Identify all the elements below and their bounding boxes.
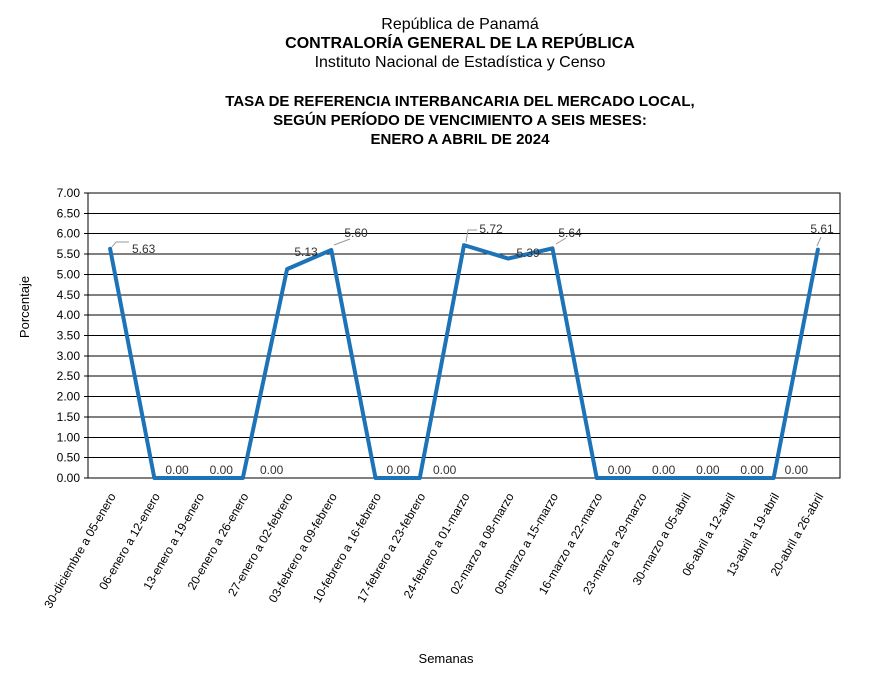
y-tick-label: 3.50 [57, 329, 81, 343]
org-header: República de Panamá CONTRALORÍA GENERAL … [40, 15, 878, 72]
y-tick-label: 4.50 [57, 288, 81, 302]
data-label: 5.39 [516, 246, 540, 260]
data-label: 0.00 [387, 463, 411, 477]
y-tick-label: 1.50 [57, 410, 81, 424]
org-country-line: República de Panamá [381, 16, 539, 33]
data-label: 5.13 [294, 245, 318, 259]
y-tick-label: 6.00 [57, 227, 81, 241]
org-name-line: CONTRALORÍA GENERAL DE LA REPÚBLICA [285, 35, 635, 52]
leader-line [465, 229, 477, 243]
y-tick-label: 4.00 [57, 308, 81, 322]
data-label: 5.60 [344, 226, 368, 240]
y-tick-label: 0.50 [57, 451, 81, 465]
y-tick-label: 5.00 [57, 267, 81, 281]
data-label: 0.00 [740, 463, 764, 477]
data-label: 0.00 [785, 463, 809, 477]
data-label: 0.00 [433, 463, 457, 477]
y-tick-label: 1.00 [57, 430, 81, 444]
data-label: 0.00 [696, 463, 720, 477]
chart-title-line-2: SEGÚN PERÍODO DE VENCIMIENTO A SEIS MESE… [273, 112, 647, 129]
x-axis-title: Semanas [419, 651, 474, 666]
leader-line [555, 237, 567, 245]
data-label: 0.00 [210, 463, 234, 477]
data-label: 0.00 [260, 463, 284, 477]
y-tick-label: 3.00 [57, 349, 81, 363]
data-label: 5.64 [558, 226, 582, 240]
y-tick-label: 5.50 [57, 247, 81, 261]
y-tick-label: 2.00 [57, 390, 81, 404]
leader-line [333, 238, 351, 246]
org-institute-line: Instituto Nacional de Estadística y Cens… [314, 54, 606, 71]
data-label: 0.00 [165, 463, 189, 477]
y-tick-label: 0.00 [57, 471, 81, 485]
data-label: 5.61 [810, 222, 834, 236]
y-axis-title: Porcentaje [17, 276, 32, 338]
chart-title: TASA DE REFERENCIA INTERBANCARIA DEL MER… [40, 92, 878, 149]
y-tick-label: 2.50 [57, 369, 81, 383]
leader-line [111, 241, 129, 248]
plot-border [87, 192, 841, 479]
chart-title-line-3: ENERO A ABRIL DE 2024 [370, 131, 550, 148]
chart-title-line-1: TASA DE REFERENCIA INTERBANCARIA DEL MER… [225, 93, 695, 110]
leader-line [816, 236, 822, 247]
data-label: 5.72 [479, 222, 503, 236]
line-chart: 0.00 0.50 1.00 1.50 2.00 2.50 3.00 3.50 4.00 4.50… [17, 186, 841, 666]
y-tick-label: 6.50 [57, 206, 81, 220]
data-label: 0.00 [608, 463, 632, 477]
y-tick-label: 7.00 [57, 186, 81, 200]
data-label: 5.63 [132, 242, 156, 256]
data-line [108, 243, 820, 480]
data-label: 0.00 [652, 463, 676, 477]
